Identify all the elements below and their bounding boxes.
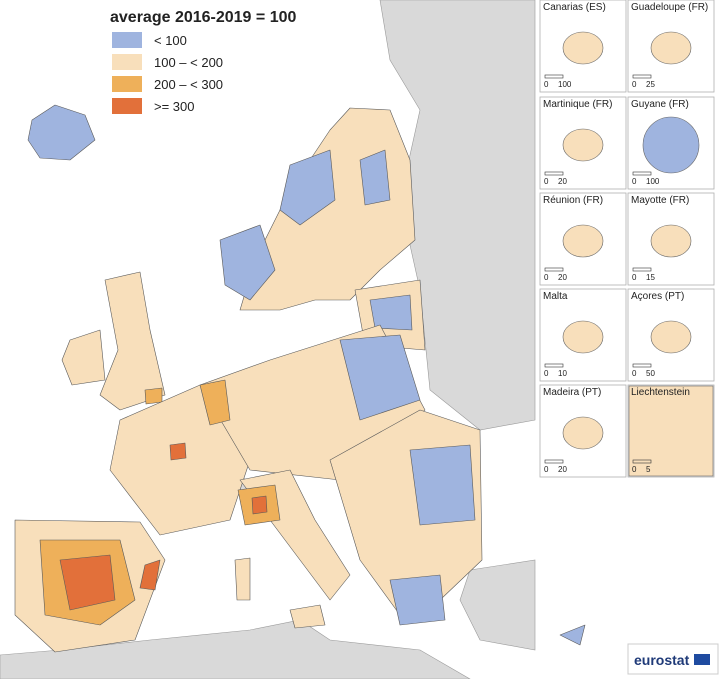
- scale-bar: [632, 459, 652, 464]
- inset-land: [642, 116, 700, 174]
- paris: [169, 442, 187, 461]
- eu-flag: [694, 654, 710, 665]
- turkey: [459, 559, 536, 651]
- scale-bar: [632, 171, 652, 176]
- inset-title: Liechtenstein: [631, 387, 690, 398]
- scale-label: 0: [544, 177, 549, 186]
- legend-label: < 100: [154, 33, 187, 48]
- baltics-blue: [369, 294, 413, 331]
- madrid: [59, 554, 116, 611]
- scale-label: 100: [646, 177, 660, 186]
- inset-land: [650, 31, 692, 65]
- inset-land: [562, 128, 604, 162]
- inset-title: Madeira (PT): [543, 387, 601, 398]
- scale-label: 100: [558, 80, 572, 89]
- uk: [99, 271, 166, 411]
- inset-land: [562, 416, 604, 450]
- cyprus: [559, 624, 586, 646]
- russia: [379, 0, 536, 431]
- legend-swatch: [112, 98, 142, 114]
- london: [144, 387, 163, 405]
- ireland: [61, 329, 106, 386]
- milan: [251, 495, 268, 515]
- scale-label: 0: [632, 177, 637, 186]
- scale-label: 0: [544, 369, 549, 378]
- inset-land: [562, 320, 604, 354]
- legend-title: average 2016-2019 = 100: [110, 9, 296, 26]
- legend-label: 100 – < 200: [154, 55, 223, 70]
- inset-land: [628, 385, 714, 477]
- sweden-north: [279, 149, 336, 226]
- scale-bar: [632, 267, 652, 272]
- scale-bar: [544, 459, 564, 464]
- scale-label: 0: [632, 273, 637, 282]
- inset-land: [650, 320, 692, 354]
- inset-title: Réunion (FR): [543, 195, 603, 206]
- romania-blue: [409, 444, 476, 526]
- scale-label: 15: [646, 273, 655, 282]
- scale-label: 0: [544, 273, 549, 282]
- scale-label: 20: [558, 177, 567, 186]
- scale-bar: [544, 171, 564, 176]
- inset-title: Guyane (FR): [631, 99, 689, 110]
- inset-title: Canarias (ES): [543, 2, 606, 13]
- inset-title: Açores (PT): [631, 291, 684, 302]
- scale-label: 20: [558, 273, 567, 282]
- scale-label: 0: [632, 80, 637, 89]
- legend-swatch: [112, 32, 142, 48]
- poland-east: [339, 334, 421, 421]
- scale-label: 25: [646, 80, 655, 89]
- valencia: [139, 559, 161, 591]
- scale-bar: [632, 363, 652, 368]
- logo-text: eurostat: [634, 652, 690, 668]
- iceland: [27, 104, 96, 161]
- scale-bar: [544, 267, 564, 272]
- inset-title: Guadeloupe (FR): [631, 2, 708, 13]
- africa: [0, 619, 472, 680]
- legend-swatch: [112, 76, 142, 92]
- scale-label: 0: [544, 465, 549, 474]
- scale-label: 50: [646, 369, 655, 378]
- finland-east: [359, 149, 391, 206]
- legend-swatch: [112, 54, 142, 70]
- legend-label: 200 – < 300: [154, 77, 223, 92]
- scale-bar: [544, 363, 564, 368]
- scale-label: 0: [632, 369, 637, 378]
- norway-south: [219, 224, 276, 301]
- legend-label: >= 300: [154, 99, 195, 114]
- inset-land: [562, 31, 604, 65]
- inset-land: [650, 224, 692, 258]
- benelux: [199, 379, 231, 426]
- inset-title: Malta: [543, 291, 568, 302]
- greece-blue: [389, 574, 446, 626]
- scale-label: 0: [544, 80, 549, 89]
- sicily: [289, 604, 326, 629]
- scale-label: 5: [646, 465, 651, 474]
- scale-bar: [544, 74, 564, 79]
- sardinia: [234, 557, 251, 601]
- scale-bar: [632, 74, 652, 79]
- inset-title: Martinique (FR): [543, 99, 612, 110]
- scale-label: 0: [632, 465, 637, 474]
- scale-label: 20: [558, 465, 567, 474]
- scale-label: 10: [558, 369, 567, 378]
- inset-land: [562, 224, 604, 258]
- inset-title: Mayotte (FR): [631, 195, 689, 206]
